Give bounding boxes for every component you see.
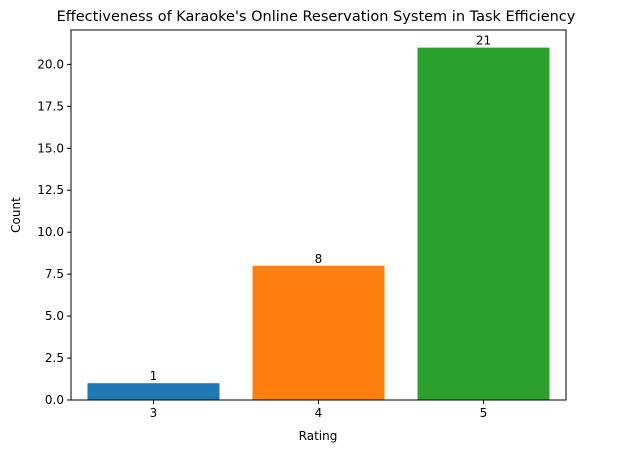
y-tick-label: 0.0 <box>45 393 64 407</box>
ticks-layer: 3 4 5 0.0 2.5 5.0 7.5 10.0 12.5 15.0 17.5 20.0 <box>37 57 487 420</box>
y-tick-label: 15.0 <box>37 141 64 155</box>
chart-title: Effectiveness of Karaoke's Online Reserv… <box>57 9 576 25</box>
y-tick-label: 10.0 <box>37 225 64 239</box>
data-label: 8 <box>315 252 323 266</box>
y-axis-label: Count <box>9 197 23 233</box>
bar-5 <box>417 47 550 400</box>
y-tick-label: 2.5 <box>45 351 64 365</box>
y-tick-label: 20.0 <box>37 57 64 71</box>
y-tick-label: 17.5 <box>37 99 64 113</box>
data-label: 21 <box>476 34 491 48</box>
y-tick-label: 7.5 <box>45 267 64 281</box>
plot-frame <box>70 29 567 401</box>
bar-3 <box>87 383 220 400</box>
bars-layer <box>87 47 550 400</box>
y-tick-label: 5.0 <box>45 309 64 323</box>
bar-4 <box>252 265 385 400</box>
data-label: 1 <box>150 369 158 383</box>
y-tick-label: 12.5 <box>37 183 64 197</box>
x-tick-label: 5 <box>480 406 488 420</box>
x-tick-label: 4 <box>315 406 323 420</box>
x-tick-label: 3 <box>150 406 158 420</box>
x-axis-label: Rating <box>299 429 338 443</box>
